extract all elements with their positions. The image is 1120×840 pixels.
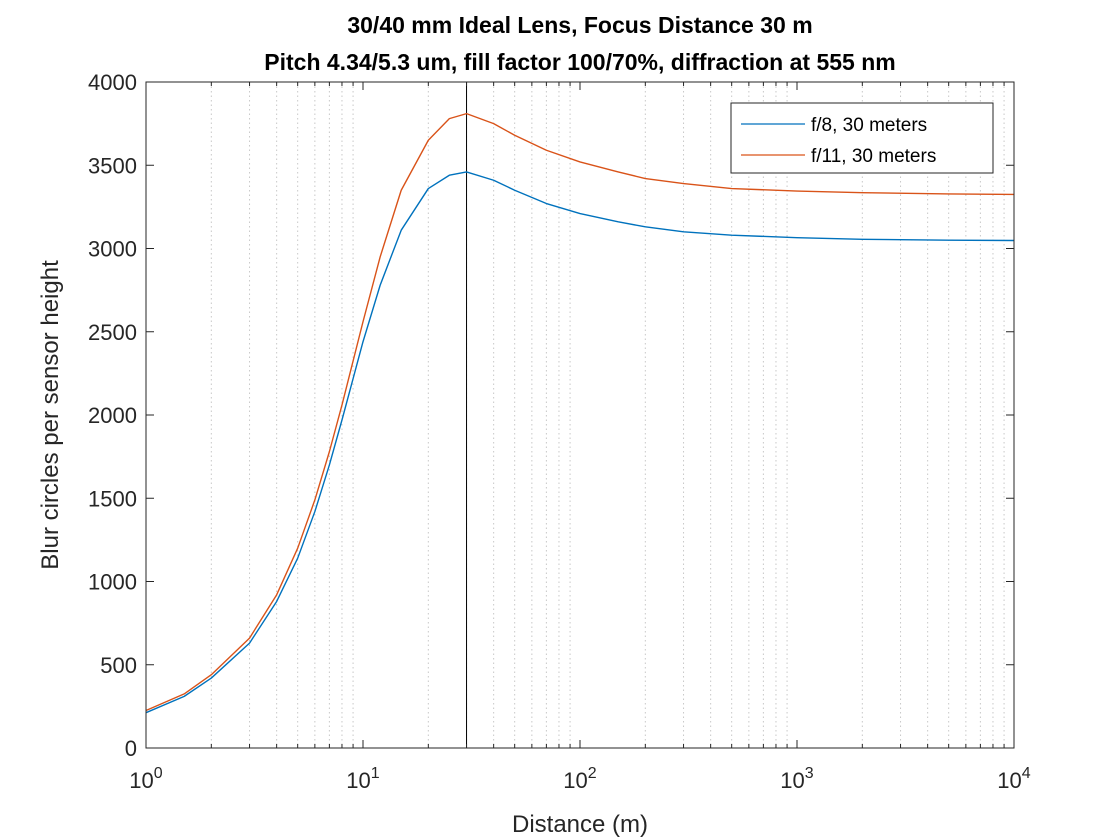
x-tick-label: 102 xyxy=(563,765,596,793)
y-tick-label: 3000 xyxy=(88,237,137,262)
series-line-f8 xyxy=(145,171,1015,714)
y-tick-label: 0 xyxy=(125,736,137,761)
series-line-f11 xyxy=(145,112,1015,712)
series-group xyxy=(145,112,1015,714)
y-tick-label: 1000 xyxy=(88,570,137,595)
legend-label-f11: f/11, 30 meters xyxy=(811,146,936,167)
x-tick-labels: 100 101 102 103 104 xyxy=(129,765,1030,793)
grid xyxy=(210,82,1005,748)
x-axis-label: Distance (m) xyxy=(512,811,648,838)
chart-title-line-1: 30/40 mm Ideal Lens, Focus Distance 30 m xyxy=(347,12,812,38)
y-tick-label: 3500 xyxy=(88,153,137,178)
x-tick-label: 104 xyxy=(997,765,1030,793)
y-axis-label: Blur circles per sensor height xyxy=(37,260,64,570)
ticks xyxy=(145,81,1015,749)
y-tick-label: 4000 xyxy=(88,70,137,95)
y-tick-label: 2500 xyxy=(88,320,137,345)
y-tick-labels: 0 500 1000 1500 2000 2500 3000 3500 4000 xyxy=(88,70,137,761)
legend-label-f8: f/8, 30 meters xyxy=(811,115,927,136)
y-tick-label: 500 xyxy=(100,653,137,678)
y-tick-label: 1500 xyxy=(88,486,137,511)
chart-title-line-2: Pitch 4.34/5.3 um, fill factor 100/70%, … xyxy=(264,49,895,75)
legend-box xyxy=(730,102,994,174)
x-tick-label: 100 xyxy=(129,765,162,793)
x-tick-label: 103 xyxy=(780,765,813,793)
x-tick-label: 101 xyxy=(346,765,379,793)
y-tick-label: 2000 xyxy=(88,403,137,428)
legend: f/8, 30 meters f/11, 30 meters xyxy=(730,102,994,174)
